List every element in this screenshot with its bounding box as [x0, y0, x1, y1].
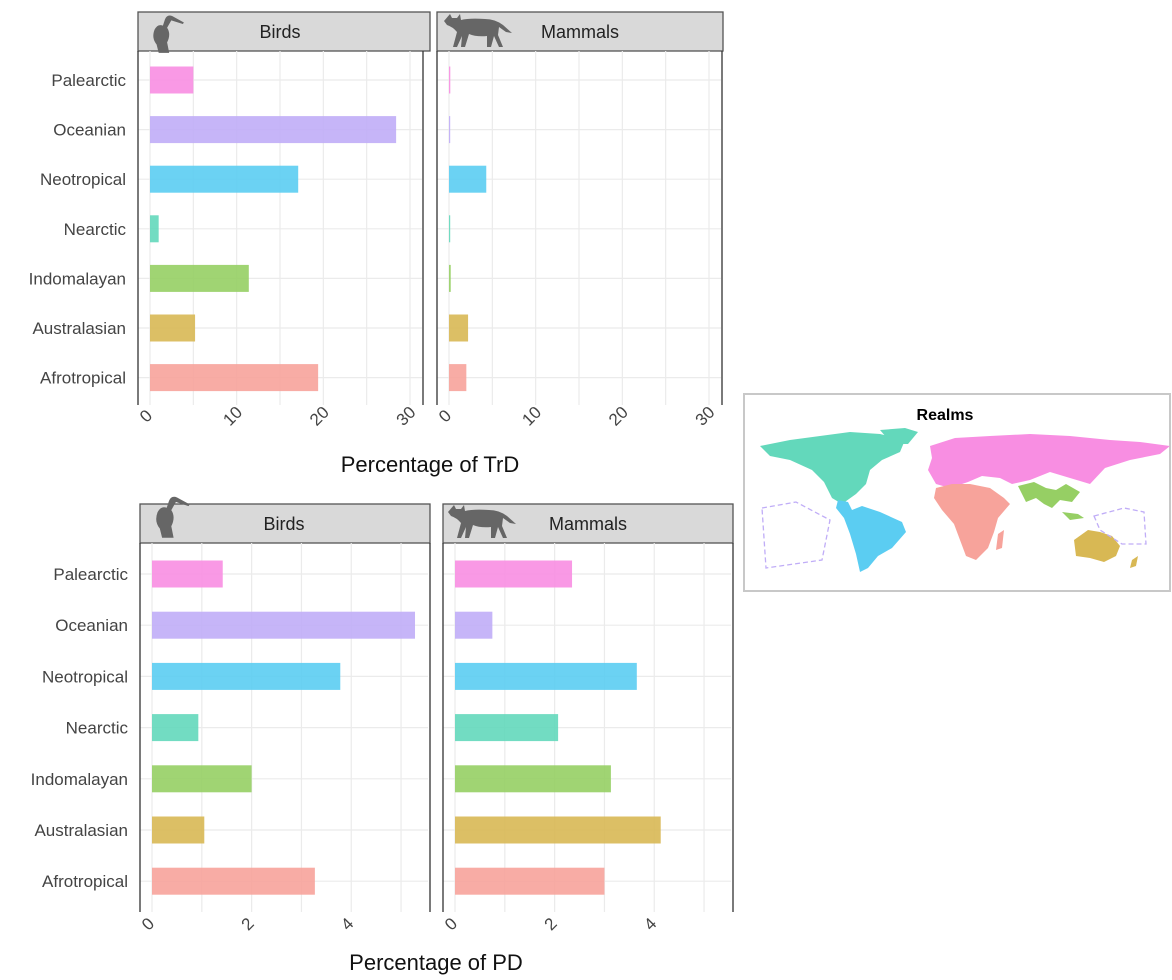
panel-birds-trd: Birds 0 10 20 30: [136, 11, 431, 430]
map-title: Realms: [917, 407, 974, 424]
gridlines: [138, 51, 422, 405]
realms-map: Realms: [743, 393, 1171, 592]
bar-nearctic: [152, 714, 199, 742]
bar-australasian: [150, 314, 196, 342]
oceanian-region: [761, 501, 831, 569]
bar-australasian: [455, 816, 661, 844]
panel-birds-pd: Birds 0 2 4: [138, 496, 431, 934]
x-tick-label: 30: [692, 403, 719, 430]
bar-palearctic: [455, 560, 573, 588]
x-tick-labels: 0 2 4: [441, 914, 660, 934]
x-tick-label: 2: [541, 914, 561, 934]
bar-australasian: [152, 816, 205, 844]
x-tick-label: 0: [441, 914, 461, 934]
trd-chart: Birds 0 10 20 30 Mammals 0 10 20 30 Palearctic…: [29, 11, 724, 477]
x-tick-labels: 0 10 20 30: [136, 403, 419, 430]
strip-label-birds: Birds: [263, 514, 304, 534]
y-tick-label: Palearctic: [53, 565, 128, 584]
bar-neotropical: [455, 662, 637, 690]
bar-neotropical: [449, 165, 487, 193]
indonesia: [1062, 512, 1084, 520]
bar-oceanian: [152, 611, 416, 639]
x-tick-label: 10: [518, 403, 545, 430]
oceanian-region: [1093, 507, 1147, 545]
bars: [449, 66, 487, 392]
x-tick-label: 4: [337, 914, 357, 934]
y-tick-label: Indomalayan: [31, 770, 128, 789]
x-tick-label: 0: [435, 406, 455, 426]
x-tick-label: 4: [640, 914, 660, 934]
y-tick-label: Australasian: [34, 821, 128, 840]
bar-afrotropical: [449, 364, 467, 392]
bar-oceanian: [449, 116, 451, 144]
bar-oceanian: [150, 116, 397, 144]
bar-oceanian: [455, 611, 493, 639]
bar-palearctic: [449, 66, 451, 94]
bar-australasian: [449, 314, 469, 342]
bar-palearctic: [150, 66, 194, 94]
x-tick-label: 20: [605, 403, 632, 430]
strip-birds-trd: [137, 11, 431, 52]
strip-label-mammals: Mammals: [541, 22, 619, 42]
bar-indomalayan: [455, 765, 611, 793]
gridlines: [437, 51, 721, 405]
pd-chart: Birds 0 2 4 Mammals 0 2 4 Palearctic Oceanian…: [31, 496, 734, 975]
afrotropical-region: [934, 484, 1010, 560]
y-tick-label: Australasian: [32, 319, 126, 338]
x-tick-label: 10: [219, 403, 246, 430]
nearctic-region: [760, 432, 905, 504]
neotropical-region: [836, 500, 906, 572]
x-tick-label: 30: [393, 403, 420, 430]
bars: [150, 66, 397, 392]
bar-indomalayan: [150, 264, 249, 292]
bars: [152, 560, 416, 895]
panel-mammals-pd: Mammals 0 2 4: [441, 503, 734, 934]
y-tick-label: Oceanian: [53, 121, 126, 140]
y-tick-labels: Palearctic Oceanian Neotropical Nearctic Ind…: [29, 71, 127, 388]
y-tick-label: Afrotropical: [40, 369, 126, 388]
panel-mammals-trd: Mammals 0 10 20 30: [435, 11, 724, 430]
y-tick-label: Oceanian: [55, 616, 128, 635]
x-tick-label: 0: [138, 914, 158, 934]
bar-nearctic: [449, 215, 451, 243]
strip-label-mammals: Mammals: [549, 514, 627, 534]
y-tick-label: Indomalayan: [29, 269, 126, 288]
y-tick-label: Neotropical: [42, 667, 128, 686]
y-tick-label: Nearctic: [66, 719, 129, 738]
greenland: [880, 428, 918, 444]
bar-nearctic: [455, 714, 559, 742]
new-zealand: [1130, 556, 1138, 568]
bar-afrotropical: [152, 867, 315, 895]
australasian-region: [1074, 530, 1120, 562]
palearctic-region: [928, 434, 1170, 488]
y-tick-label: Nearctic: [64, 220, 127, 239]
bar-indomalayan: [152, 765, 252, 793]
x-tick-label: 20: [306, 403, 333, 430]
bar-afrotropical: [455, 867, 605, 895]
bar-neotropical: [152, 662, 341, 690]
y-tick-label: Afrotropical: [42, 872, 128, 891]
bars: [455, 560, 661, 895]
x-axis-title-pd: Percentage of PD: [349, 950, 523, 975]
x-tick-labels: 0 2 4: [138, 914, 357, 934]
x-tick-labels: 0 10 20 30: [435, 403, 718, 430]
bar-indomalayan: [449, 264, 451, 292]
y-tick-label: Neotropical: [40, 170, 126, 189]
x-tick-label: 0: [136, 406, 156, 426]
madagascar: [996, 530, 1004, 550]
strip-label-birds: Birds: [259, 22, 300, 42]
y-tick-labels: Palearctic Oceanian Neotropical Nearctic Ind…: [31, 565, 129, 891]
bar-afrotropical: [150, 364, 319, 392]
bar-nearctic: [150, 215, 159, 243]
y-tick-label: Palearctic: [51, 71, 126, 90]
x-tick-label: 2: [238, 914, 258, 934]
strip-birds-pd: [139, 503, 431, 544]
indomalayan-region: [1018, 482, 1080, 508]
x-axis-title-trd: Percentage of TrD: [341, 452, 520, 477]
bar-palearctic: [152, 560, 223, 588]
bar-neotropical: [150, 165, 299, 193]
